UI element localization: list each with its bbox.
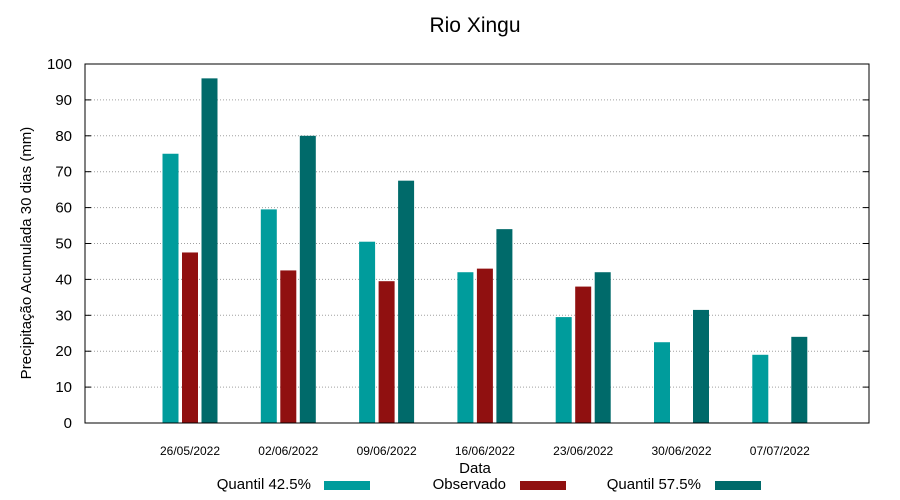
legend: Quantil 42.5% Observado Quantil 57.5% <box>217 476 761 493</box>
x-tick-label: 30/06/2022 <box>651 444 711 458</box>
bar-quantil-42-5--5 <box>654 342 670 423</box>
y-tick-label: 60 <box>55 200 72 217</box>
y-tick-label: 100 <box>47 56 72 73</box>
legend-label: Observado <box>433 476 506 493</box>
legend-swatch <box>715 481 761 490</box>
bar-quantil-57-5--0 <box>201 78 218 424</box>
chart-title: Rio Xingu <box>429 14 520 37</box>
y-tick-label: 30 <box>55 307 72 324</box>
bar-quantil-42-5--2 <box>359 241 376 423</box>
bars <box>162 78 808 424</box>
legend-label: Quantil 57.5% <box>607 476 701 493</box>
x-tick-label: 07/07/2022 <box>750 444 810 458</box>
x-tick-label: 16/06/2022 <box>455 444 515 458</box>
x-axis-ticks: 26/05/2022 02/06/2022 09/06/2022 16/06/2022… <box>160 444 810 458</box>
y-tick-label: 10 <box>55 379 72 396</box>
legend-label: Quantil 42.5% <box>217 476 311 493</box>
bar-observado-2 <box>378 281 395 423</box>
y-tick-label: 40 <box>55 271 72 288</box>
bar-quantil-42-5--4 <box>555 317 572 423</box>
bar-quantil-57-5--6 <box>791 336 808 423</box>
y-tick-label: 50 <box>55 236 72 253</box>
bar-quantil-42-5--0 <box>162 153 179 423</box>
y-axis-ticks: 0 10 20 30 40 50 60 70 80 90 100 <box>47 56 869 432</box>
bar-quantil-57-5--2 <box>398 180 415 423</box>
bar-quantil-57-5--1 <box>299 135 316 424</box>
bar-quantil-57-5--3 <box>496 229 513 423</box>
x-axis-label: Data <box>459 460 491 477</box>
y-tick-label: 90 <box>55 92 72 109</box>
y-axis-label: Precipitação Acumulada 30 dias (mm) <box>18 127 35 380</box>
x-tick-label: 23/06/2022 <box>553 444 613 458</box>
legend-swatch <box>520 481 566 490</box>
y-tick-label: 70 <box>55 164 72 181</box>
bar-quantil-57-5--5 <box>693 309 709 423</box>
bar-observado-4 <box>575 286 592 423</box>
bar-observado-0 <box>182 252 198 423</box>
y-tick-label: 0 <box>64 415 72 432</box>
bar-quantil-57-5--4 <box>594 272 611 423</box>
x-tick-label: 09/06/2022 <box>357 444 417 458</box>
y-tick-label: 20 <box>55 343 72 360</box>
bar-observado-1 <box>280 270 297 423</box>
bar-observado-3 <box>476 268 493 423</box>
y-tick-label: 80 <box>55 128 72 145</box>
bar-quantil-42-5--1 <box>260 209 277 423</box>
x-tick-label: 02/06/2022 <box>258 444 318 458</box>
legend-swatch <box>324 481 370 490</box>
x-tick-label: 26/05/2022 <box>160 444 220 458</box>
bar-quantil-42-5--3 <box>457 272 474 423</box>
bar-quantil-42-5--6 <box>752 354 769 423</box>
